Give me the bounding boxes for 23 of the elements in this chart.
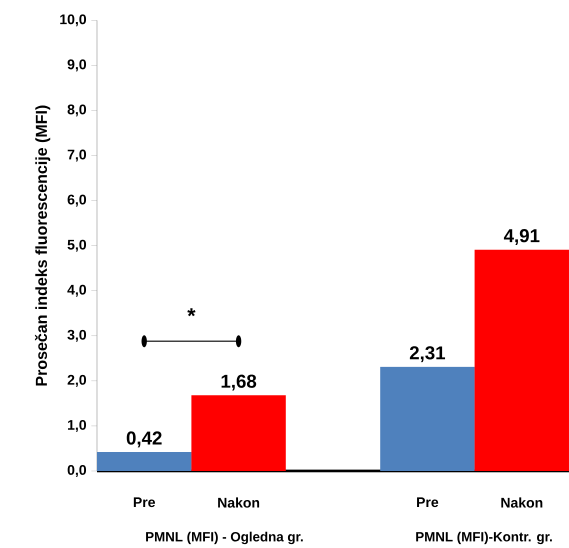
y-tick-label: 10,0 xyxy=(60,14,86,26)
y-tick-label: 8,0 xyxy=(68,104,86,116)
y-tick-label: 0,0 xyxy=(68,465,86,477)
y-tick-label: 4,0 xyxy=(67,284,86,297)
y-tick-label: 2,0 xyxy=(68,374,86,387)
y-tick-label: 1,0 xyxy=(68,420,86,432)
y-axis-title: Prosečan indeks fluorescencije (MFI) xyxy=(34,106,50,386)
data-label: 4,91 xyxy=(504,229,540,245)
x-tick-label: Nakon xyxy=(501,497,542,508)
y-tick-label: 6,0 xyxy=(68,194,86,207)
y-tick-label: 3,0 xyxy=(67,330,86,342)
x-tick-label: Pre xyxy=(134,497,155,508)
data-label: 0,42 xyxy=(126,431,162,448)
y-tick-label: 7,0 xyxy=(68,150,86,162)
y-tick-label: 5,0 xyxy=(68,240,86,252)
text: PMNL (MFI) - Ogledna gr. xyxy=(146,532,303,544)
x-tick-label: Nakon xyxy=(218,497,260,508)
annotation: * xyxy=(187,308,196,316)
text: PMNL (MFI)-Kontr. gr. xyxy=(416,532,552,544)
x-tick-label: Pre xyxy=(417,497,438,508)
y-tick-label: 9,0 xyxy=(68,59,86,72)
data-label: 2,31 xyxy=(410,346,446,362)
data-label: 1,68 xyxy=(222,374,256,391)
